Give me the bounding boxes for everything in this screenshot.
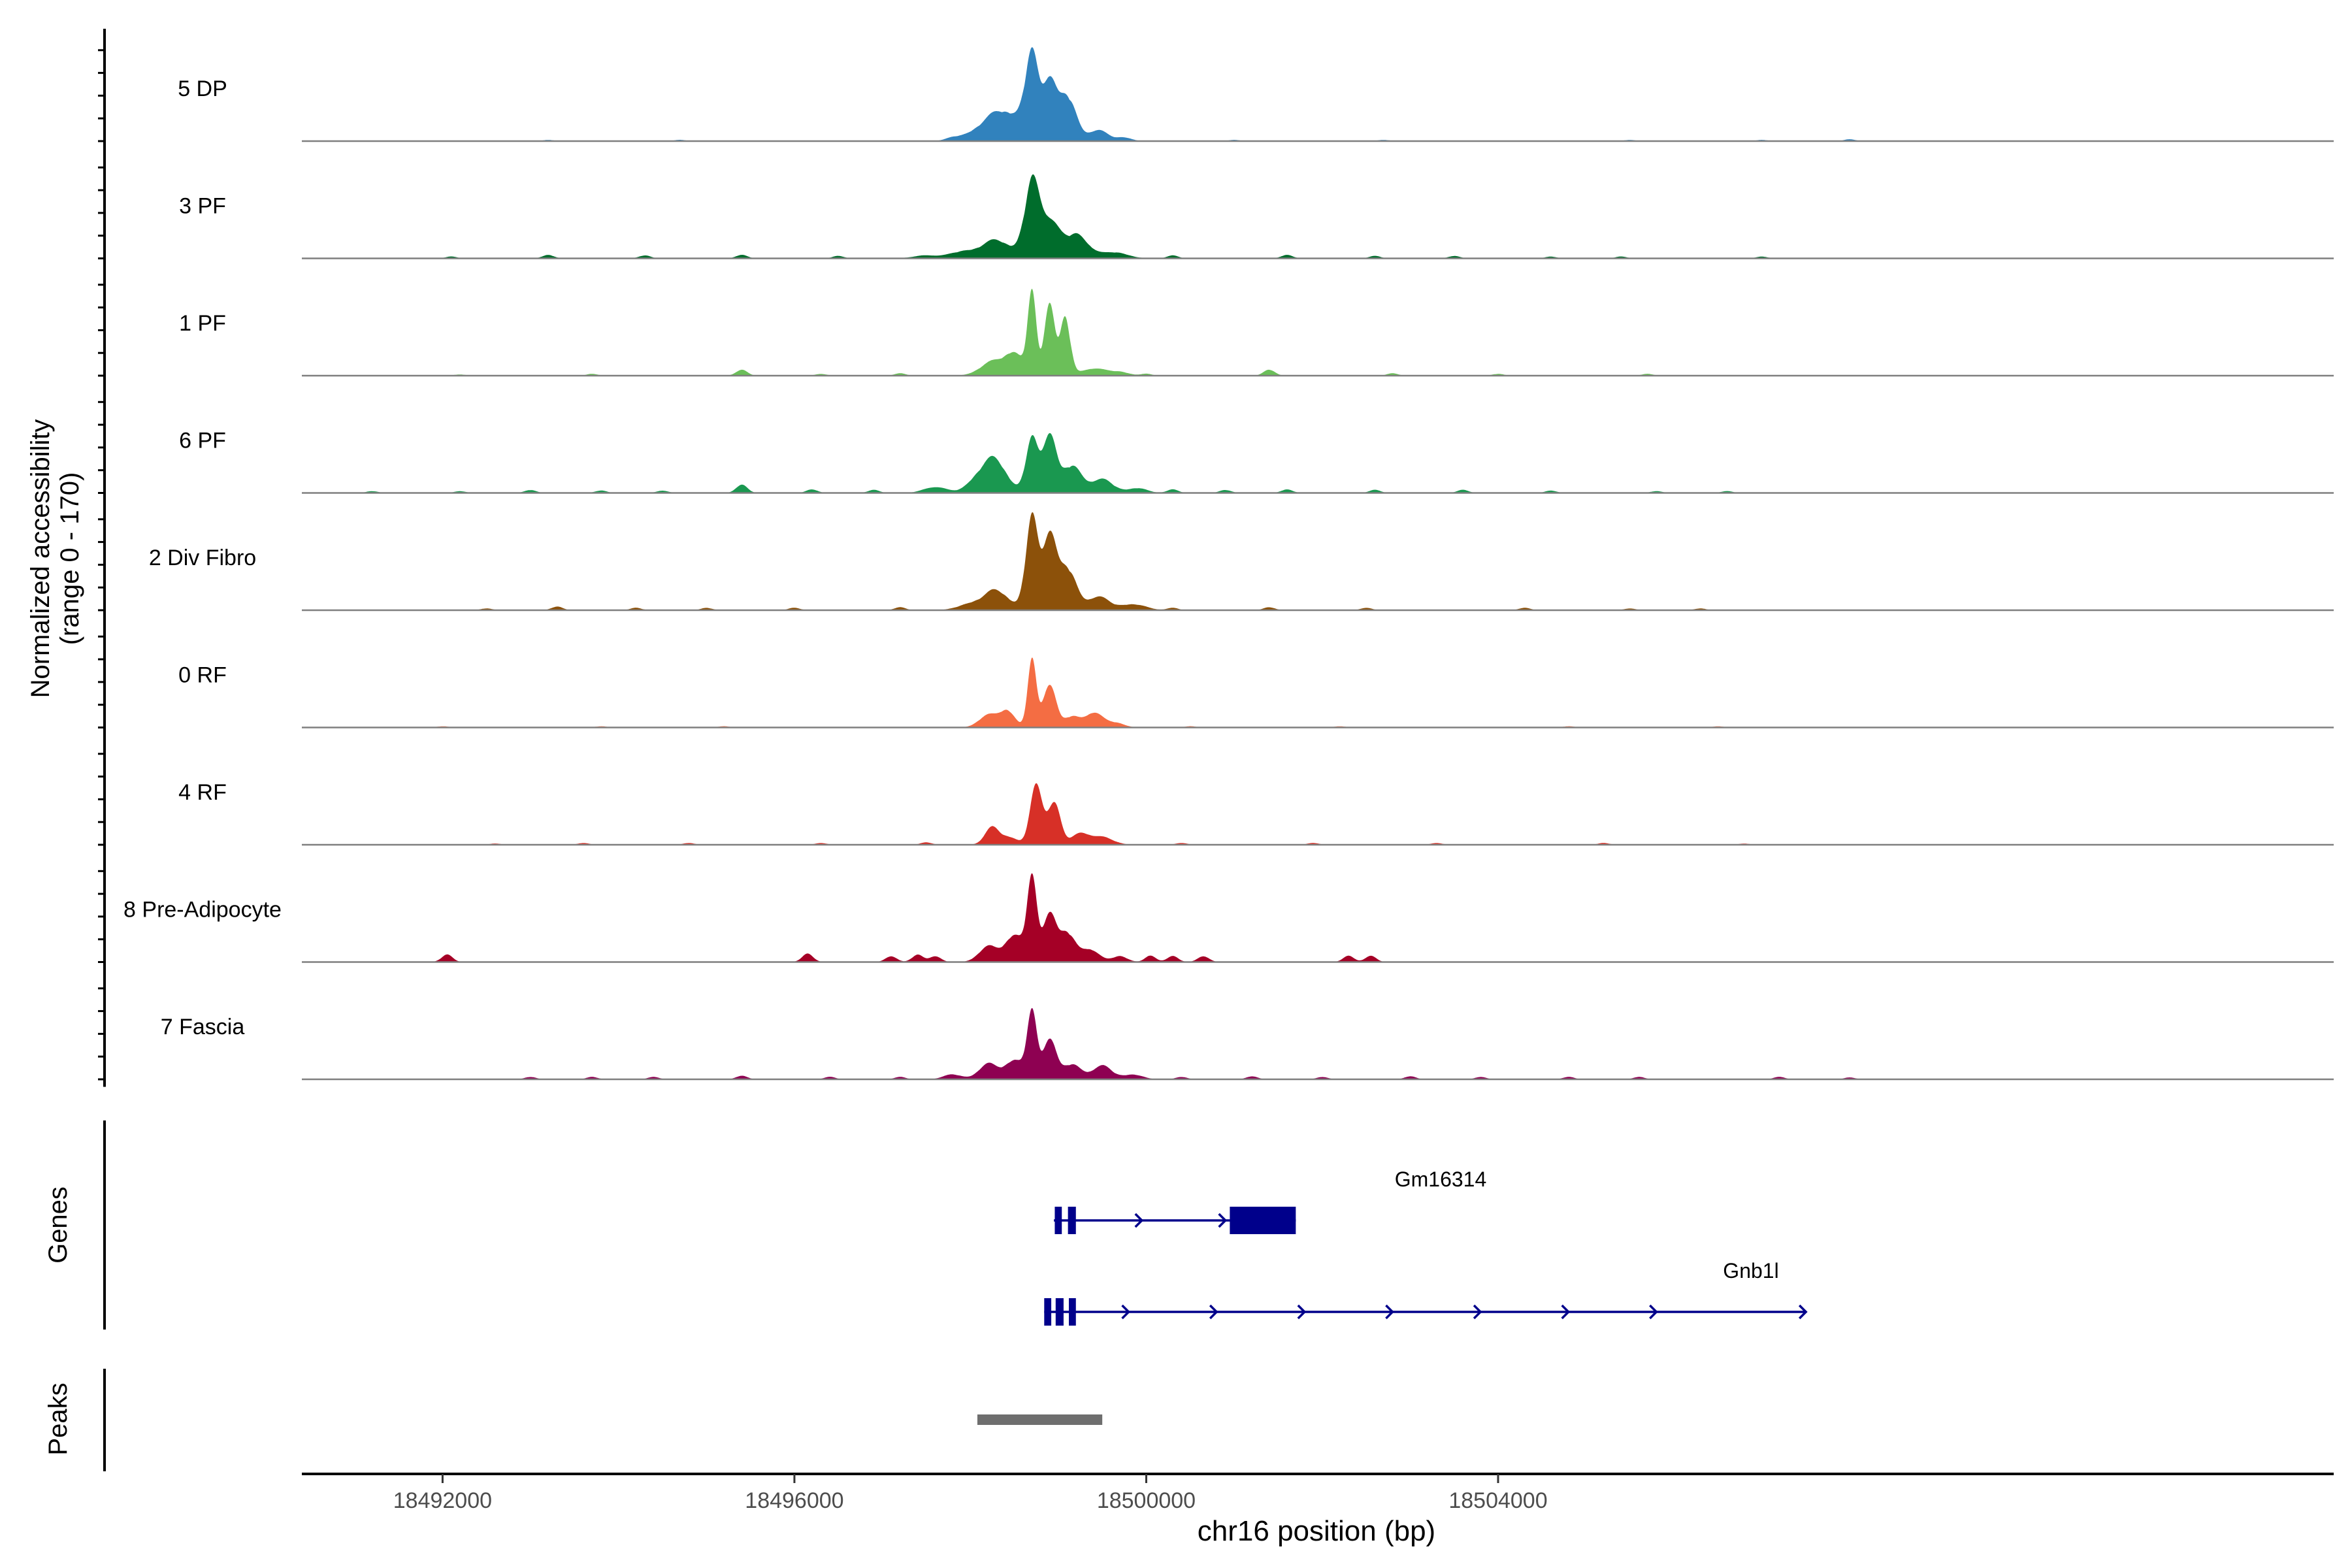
genes-panel-label: Genes: [44, 1186, 73, 1264]
track-2: 3 PF: [179, 174, 2334, 259]
track-coverage-area: [302, 657, 2334, 728]
x-tick-label: 18492000: [393, 1488, 492, 1513]
track-label: 6 PF: [179, 429, 226, 453]
peaks-panel-label: Peaks: [44, 1382, 73, 1455]
track-label: 4 RF: [178, 780, 227, 805]
track-6: 0 RF: [178, 657, 2334, 728]
track-8: 8 Pre-Adipocyte: [123, 873, 2334, 963]
strand-arrow: [1297, 1304, 1307, 1320]
strand-arrow: [1218, 1213, 1228, 1228]
strand-arrow: [1649, 1304, 1658, 1320]
track-7: 4 RF: [178, 780, 2334, 846]
strand-arrow: [1385, 1304, 1394, 1320]
strand-arrow: [1561, 1304, 1571, 1320]
y-axis-title-line1: Normalized accessibility: [26, 419, 55, 698]
exon: [1230, 1207, 1296, 1234]
track-label: 0 RF: [178, 663, 227, 688]
track-1: 5 DP: [178, 47, 2334, 142]
strand-arrow: [1134, 1213, 1144, 1228]
track-3: 1 PF: [179, 289, 2334, 377]
strand-arrow: [1473, 1304, 1482, 1320]
y-axis-title-line2: (range 0 - 170): [56, 472, 84, 645]
track-coverage-area: [302, 783, 2334, 845]
track-label: 1 PF: [179, 311, 226, 336]
track-label: 2 Div Fibro: [149, 546, 256, 570]
x-tick-label: 18504000: [1448, 1488, 1547, 1513]
track-4: 6 PF: [179, 429, 2334, 494]
track-label: 7 Fascia: [161, 1015, 245, 1039]
track-label: 5 DP: [178, 76, 227, 101]
x-axis-ticks: 18492000 18496000 18500000 18504000: [393, 1474, 1548, 1513]
x-tick-label: 18500000: [1097, 1488, 1196, 1513]
track-9: 7 Fascia: [161, 1007, 2334, 1081]
exon: [1068, 1298, 1076, 1326]
gene-name-label: Gnb1l: [1723, 1259, 1778, 1282]
exon: [1044, 1298, 1052, 1326]
gene-Gm16314: Gm16314: [1054, 1168, 1486, 1234]
exon: [1068, 1207, 1076, 1234]
track-coverage-area: [302, 47, 2334, 141]
exon: [1055, 1298, 1064, 1326]
gene-annotations: Gm16314 Gnb1l: [1044, 1168, 1808, 1326]
track-coverage-area: [302, 1007, 2334, 1079]
strand-arrow: [1798, 1304, 1808, 1320]
gene-Gnb1l: Gnb1l: [1044, 1259, 1808, 1326]
peak-region: [977, 1414, 1103, 1425]
y-axis: [98, 29, 106, 1087]
x-tick-label: 18496000: [745, 1488, 843, 1513]
strand-arrow: [1209, 1304, 1218, 1320]
track-coverage-area: [302, 289, 2334, 376]
track-coverage-area: [302, 512, 2334, 610]
track-5: 2 Div Fibro: [149, 512, 2334, 612]
exon: [1054, 1207, 1062, 1234]
track-coverage-area: [302, 873, 2334, 962]
gene-name-label: Gm16314: [1395, 1168, 1487, 1191]
peak-regions: [977, 1414, 1103, 1425]
track-label: 8 Pre-Adipocyte: [123, 898, 282, 923]
coverage-tracks: 5 DP 3 PF 1 PF 6 PF 2 Div Fibro 0 RF 4 RF 8 Pre…: [123, 47, 2334, 1081]
x-axis-title: chr16 position (bp): [1198, 1515, 1435, 1547]
y-axis-title: Normalized accessibility (range 0 - 170): [26, 419, 84, 698]
track-coverage-area: [302, 433, 2334, 493]
track-coverage-area: [302, 174, 2334, 259]
strand-arrow: [1121, 1304, 1131, 1320]
track-label: 3 PF: [179, 194, 226, 219]
